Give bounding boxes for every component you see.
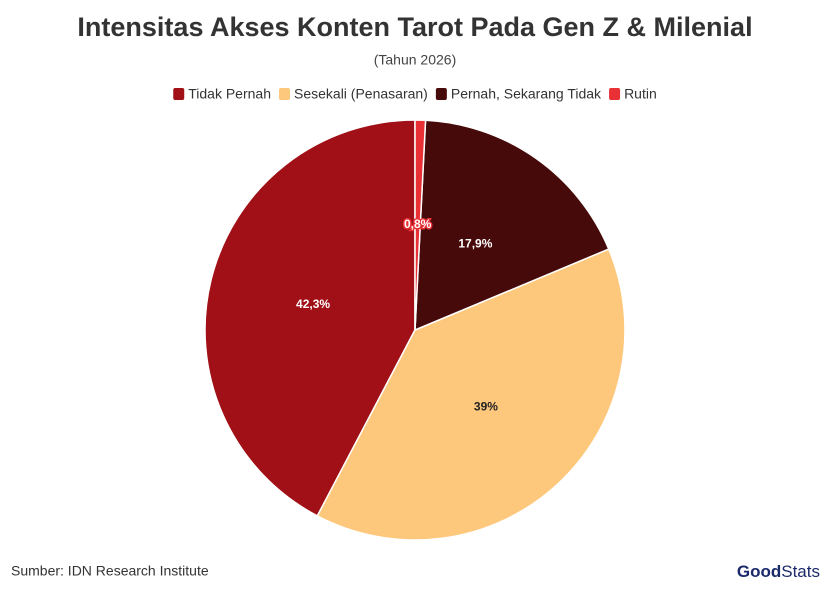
pie-slice — [316, 248, 626, 541]
legend-swatch — [609, 88, 621, 100]
legend-item: Tidak Pernah — [173, 86, 271, 102]
pie-slice — [414, 119, 610, 332]
logo: GoodStats — [737, 562, 820, 581]
legend-label: Tidak Pernah — [188, 86, 271, 102]
legend-swatch — [435, 88, 447, 100]
source: Sumber: IDN Research Institute — [11, 563, 209, 579]
legend-label: Pernah, Sekarang Tidak — [451, 86, 602, 102]
data-label: 0,8% — [404, 217, 432, 231]
legend-item: Sesekali (Penasaran) — [278, 86, 428, 102]
data-label: 39% — [474, 400, 498, 414]
legend-item: Rutin — [609, 86, 657, 102]
chart-title: Intensitas Akses Konten Tarot Pada Gen Z… — [77, 12, 752, 42]
logo-part: Good — [737, 562, 781, 581]
legend-item: Pernah, Sekarang Tidak — [435, 86, 602, 102]
pie: 42,3% 39% 17,9% 0,8% — [204, 119, 626, 541]
legend: Tidak Pernah Sesekali (Penasaran) Pernah, … — [173, 86, 657, 102]
legend-swatch — [173, 88, 185, 100]
chart-subtitle: (Tahun 2026) — [374, 52, 457, 68]
legend-label: Sesekali (Penasaran) — [294, 86, 428, 102]
data-label: 17,9% — [458, 236, 492, 250]
data-label: 42,3% — [296, 297, 330, 311]
pie-slice — [414, 119, 427, 331]
pie-slice — [204, 119, 416, 517]
legend-swatch — [278, 88, 290, 100]
legend-label: Rutin — [624, 86, 657, 102]
logo-part: Stats — [781, 562, 820, 581]
